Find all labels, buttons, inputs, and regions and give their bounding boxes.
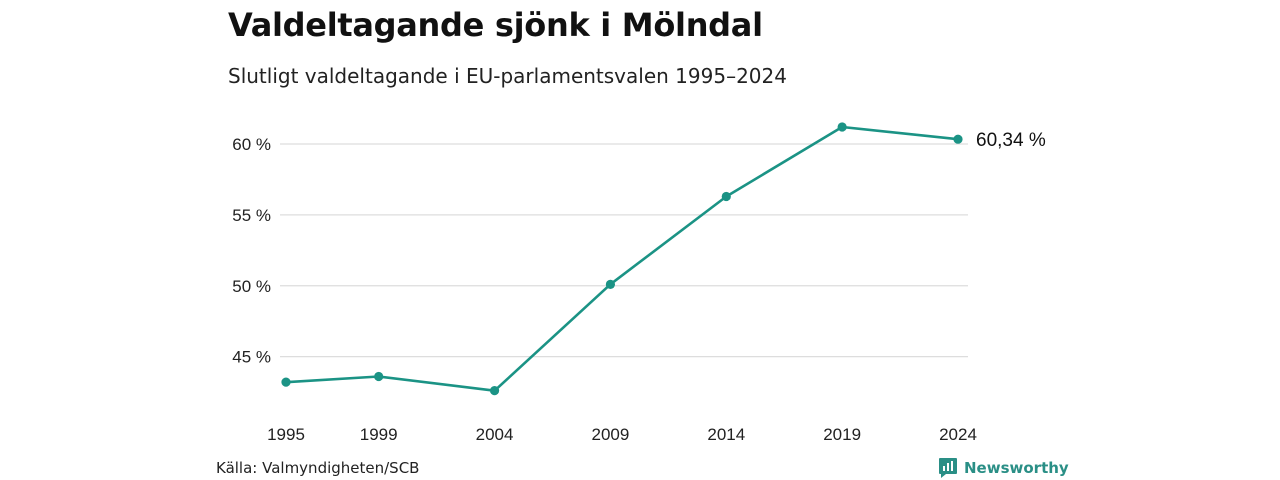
source-note: Källa: Valmyndigheten/SCB: [216, 459, 420, 477]
x-tick-label: 2004: [476, 425, 514, 444]
x-tick-label: 2014: [707, 425, 745, 444]
chart-subtitle: Slutligt valdeltagande i EU-parlamentsva…: [228, 64, 787, 88]
y-tick-label: 60 %: [232, 135, 271, 154]
data-point: [489, 386, 500, 396]
series-line-layer: [284, 125, 960, 393]
data-point: [281, 377, 291, 387]
series-points: [281, 122, 963, 396]
bar-chart-logo-icon: [939, 458, 957, 478]
data-point: [953, 134, 963, 144]
brand-name: Newsworthy: [964, 459, 1069, 477]
data-point: [837, 122, 847, 132]
data-labels: 60,34 %: [976, 130, 1046, 151]
y-tick-label: 50 %: [232, 277, 271, 296]
end-value-label: 60,34 %: [976, 130, 1046, 151]
brand-logo: Newsworthy: [938, 457, 1069, 479]
x-tick-label: 1995: [267, 425, 305, 444]
x-tick-label: 2019: [823, 425, 861, 444]
y-tick-label: 55 %: [232, 206, 271, 225]
x-tick-label: 1999: [360, 425, 398, 444]
x-tick-label: 2024: [939, 425, 977, 444]
chart-title: Valdeltagande sjönk i Mölndal: [228, 6, 763, 44]
data-point: [605, 279, 616, 289]
data-point: [374, 371, 384, 382]
x-tick-label: 2009: [591, 425, 629, 444]
data-point: [721, 191, 731, 202]
y-axis-ticks: 45 % 50 % 55 % 60 %: [232, 135, 271, 367]
gridlines: [280, 143, 968, 358]
x-axis-ticks: 1995 1999 2004 2009 2014 2019 2024: [267, 425, 977, 444]
series-line: [284, 125, 960, 393]
y-tick-label: 45 %: [232, 348, 271, 367]
